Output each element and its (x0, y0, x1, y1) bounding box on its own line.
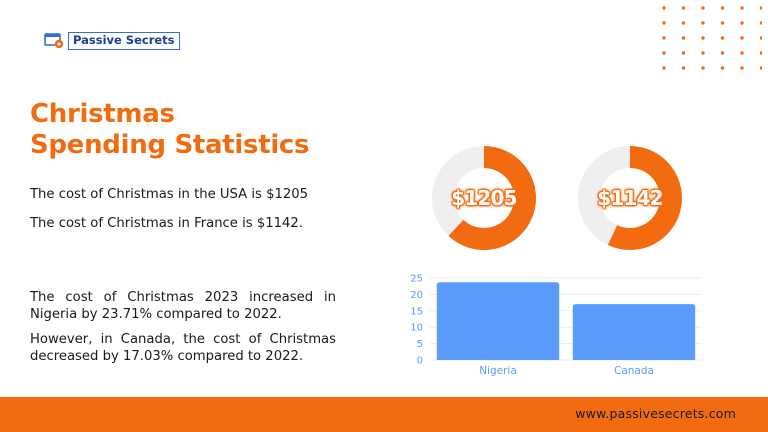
y-tick-label: 25 (410, 274, 423, 285)
decorative-dot (740, 51, 744, 55)
decorative-dot (681, 36, 686, 40)
x-tick-label-nigeria: Nigeria (479, 365, 517, 377)
france-donut-svg (578, 146, 682, 250)
decorative-dot (720, 51, 725, 55)
decorative-dot (740, 36, 744, 40)
decorative-dot (701, 21, 705, 25)
france-cost-donut: $1142 (578, 146, 682, 250)
title-line-2: Spending Statistics (30, 130, 310, 160)
spending-change-bar-chart: 0 5 10 15 20 25 Nigeria Canada (410, 274, 702, 377)
footer-bar: www.passivesecrets.com (0, 397, 768, 432)
decorative-dot (662, 21, 666, 25)
logo-text: Passive Secrets (68, 32, 180, 50)
usa-donut-fill (448, 146, 536, 250)
decorative-dot-grid (662, 6, 762, 70)
page-title: Christmas Spending Statistics (30, 99, 310, 161)
usa-cost-text: The cost of Christmas in the USA is $120… (30, 187, 309, 202)
decorative-dot (740, 21, 744, 25)
y-tick-label: 20 (410, 290, 423, 301)
decorative-dot (759, 51, 762, 55)
canada-change-text: However, in Canada, the cost of Christma… (30, 332, 336, 364)
y-tick-label: 15 (410, 306, 423, 317)
decorative-dot (662, 36, 666, 40)
y-tick-label: 10 (410, 323, 423, 334)
bar-canada (572, 304, 696, 360)
decorative-dot (740, 6, 744, 10)
decorative-dot (759, 21, 762, 25)
nigeria-change-text: The cost of Christmas 2023 increased in … (30, 290, 336, 322)
decorative-dot (720, 21, 725, 25)
france-donut-label: $1142 (597, 186, 663, 210)
decorative-dot (720, 36, 725, 40)
decorative-dot (662, 6, 666, 10)
decorative-dot (681, 51, 686, 55)
usa-donut-svg (432, 146, 536, 250)
decorative-dot (701, 36, 705, 40)
logo[interactable]: Passive Secrets (44, 32, 180, 50)
decorative-dot (720, 6, 725, 10)
decorative-dot (759, 6, 762, 10)
decorative-dot (662, 66, 666, 70)
bar-nigeria (436, 282, 560, 360)
y-tick-label: 5 (417, 339, 423, 350)
decorative-dot (701, 66, 705, 70)
decorative-dot (681, 6, 686, 10)
decorative-dot (740, 66, 744, 70)
decorative-dot (701, 6, 705, 10)
decorative-dot (701, 51, 705, 55)
france-cost-text: The cost of Christmas in France is $1142… (30, 216, 303, 231)
france-donut-fill (607, 146, 682, 250)
decorative-dot (759, 66, 762, 70)
usa-cost-donut: $1205 (432, 146, 536, 250)
decorative-dot (681, 21, 686, 25)
title-line-1: Christmas (30, 99, 175, 129)
usa-donut-label: $1205 (451, 186, 517, 210)
decorative-dot (662, 51, 666, 55)
decorative-dot (720, 66, 725, 70)
decorative-dot (681, 66, 686, 70)
decorative-dot (759, 36, 762, 40)
x-tick-label-canada: Canada (614, 365, 654, 377)
logo-monitor-gear-icon (44, 33, 64, 49)
y-tick-label: 0 (417, 356, 423, 367)
footer-website-link[interactable]: www.passivesecrets.com (575, 406, 736, 421)
